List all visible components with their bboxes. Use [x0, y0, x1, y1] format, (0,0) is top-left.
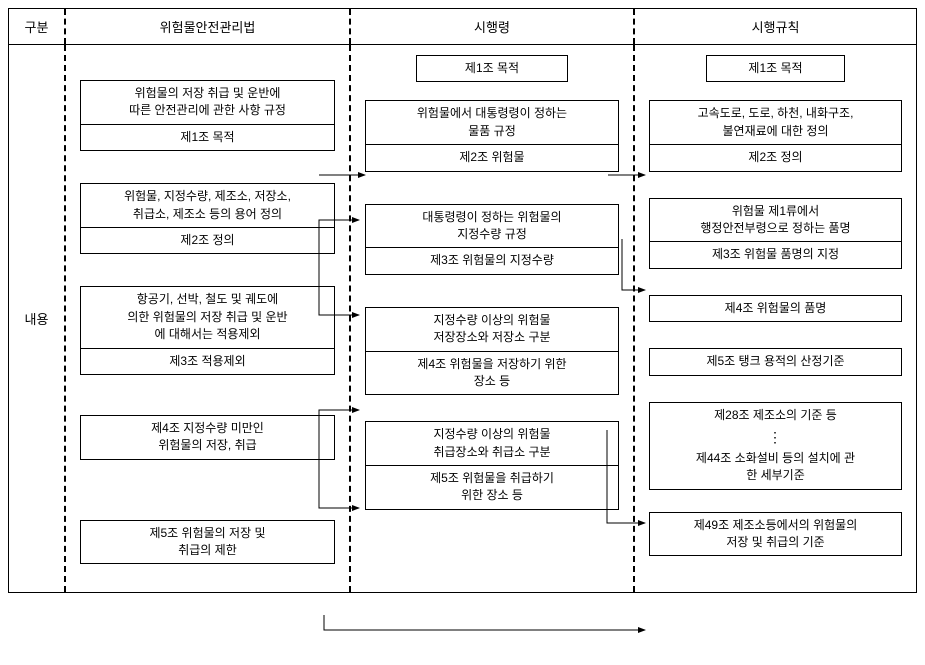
rules-box-6: 제28조 제조소의 기준 등 ⋮ 제44조 소화설비 등의 설치에 관한 세부기…	[649, 402, 902, 490]
decree-box-4-title: 제4조 위험물을 저장하기 위한장소 등	[366, 351, 618, 395]
header-col3: 시행규칙	[633, 9, 916, 44]
col-rules: 제1조 목적 고속도로, 도로, 하천, 내화구조,불연재료에 대한 정의 제2…	[633, 45, 916, 592]
decree-box-5-title: 제5조 위험물을 취급하기위한 장소 등	[366, 465, 618, 509]
law-box-2-desc: 위험물, 지정수량, 제조소, 저장소,취급소, 제조소 등의 용어 정의	[81, 184, 334, 227]
decree-box-3-title: 제3조 위험물의 지정수량	[366, 247, 618, 273]
header-col1: 위험물안전관리법	[64, 9, 349, 44]
body-row: 내용 위험물의 저장 취급 및 운반에따른 안전관리에 관한 사항 규정 제1조…	[9, 45, 916, 592]
law-box-2-title: 제2조 정의	[81, 227, 334, 253]
decree-box-2-title: 제2조 위험물	[366, 144, 618, 170]
rules-box-1: 제1조 목적	[706, 55, 845, 82]
rules-box-3-title: 제3조 위험물 품명의 지정	[650, 241, 901, 267]
decree-box-4: 지정수량 이상의 위험물저장장소와 저장소 구분 제4조 위험물을 저장하기 위…	[365, 307, 619, 396]
col-law: 위험물의 저장 취급 및 운반에따른 안전관리에 관한 사항 규정 제1조 목적…	[64, 45, 349, 592]
rules-box-2-desc: 고속도로, 도로, 하천, 내화구조,불연재료에 대한 정의	[650, 101, 901, 144]
rules-box-4: 제4조 위험물의 품명	[649, 295, 902, 322]
law-box-4: 제4조 지정수량 미만인위험물의 저장, 취급	[80, 415, 335, 460]
law-box-3-desc: 항공기, 선박, 철도 및 궤도에의한 위험물의 저장 취급 및 운반에 대해서…	[81, 287, 334, 347]
decree-box-3-desc: 대통령령이 정하는 위험물의지정수량 규정	[366, 205, 618, 248]
header-col2: 시행령	[349, 9, 633, 44]
rules-box-5: 제5조 탱크 용적의 산정기준	[649, 348, 902, 375]
decree-box-5: 지정수량 이상의 위험물취급장소와 취급소 구분 제5조 위험물을 취급하기위한…	[365, 421, 619, 510]
decree-box-1: 제1조 목적	[416, 55, 568, 82]
law-box-5: 제5조 위험물의 저장 및취급의 제한	[80, 520, 335, 565]
row-label: 내용	[9, 45, 64, 592]
decree-box-3: 대통령령이 정하는 위험물의지정수량 규정 제3조 위험물의 지정수량	[365, 204, 619, 275]
rules-box-2: 고속도로, 도로, 하천, 내화구조,불연재료에 대한 정의 제2조 정의	[649, 100, 902, 171]
decree-box-2: 위험물에서 대통령령이 정하는물품 규정 제2조 위험물	[365, 100, 619, 171]
rules-box-7: 제49조 제조소등에서의 위험물의저장 및 취급의 기준	[649, 512, 902, 557]
decree-box-5-desc: 지정수량 이상의 위험물취급장소와 취급소 구분	[366, 422, 618, 465]
decree-box-4-desc: 지정수량 이상의 위험물저장장소와 저장소 구분	[366, 308, 618, 351]
rules-box-6-bottom: 제44조 소화설비 등의 설치에 관한 세부기준	[650, 446, 901, 489]
rules-box-3-desc: 위험물 제1류에서행정안전부령으로 정하는 품명	[650, 199, 901, 242]
law-box-2: 위험물, 지정수량, 제조소, 저장소,취급소, 제조소 등의 용어 정의 제2…	[80, 183, 335, 254]
law-box-3-title: 제3조 적용제외	[81, 348, 334, 374]
header-row: 구분 위험물안전관리법 시행령 시행규칙	[9, 9, 916, 45]
law-box-1-desc: 위험물의 저장 취급 및 운반에따른 안전관리에 관한 사항 규정	[81, 81, 334, 124]
law-box-1-title: 제1조 목적	[81, 124, 334, 150]
rules-box-6-top: 제28조 제조소의 기준 등	[650, 403, 901, 428]
law-box-1: 위험물의 저장 취급 및 운반에따른 안전관리에 관한 사항 규정 제1조 목적	[80, 80, 335, 151]
header-label: 구분	[9, 9, 64, 44]
dots-icon: ⋮	[650, 428, 901, 446]
col-decree: 제1조 목적 위험물에서 대통령령이 정하는물품 규정 제2조 위험물 대통령령…	[349, 45, 633, 592]
rules-box-3: 위험물 제1류에서행정안전부령으로 정하는 품명 제3조 위험물 품명의 지정	[649, 198, 902, 269]
decree-box-2-desc: 위험물에서 대통령령이 정하는물품 규정	[366, 101, 618, 144]
diagram-container: 구분 위험물안전관리법 시행령 시행규칙 내용 위험물의 저장 취급 및 운반에…	[8, 8, 917, 593]
rules-box-2-title: 제2조 정의	[650, 144, 901, 170]
law-box-3: 항공기, 선박, 철도 및 궤도에의한 위험물의 저장 취급 및 운반에 대해서…	[80, 286, 335, 375]
